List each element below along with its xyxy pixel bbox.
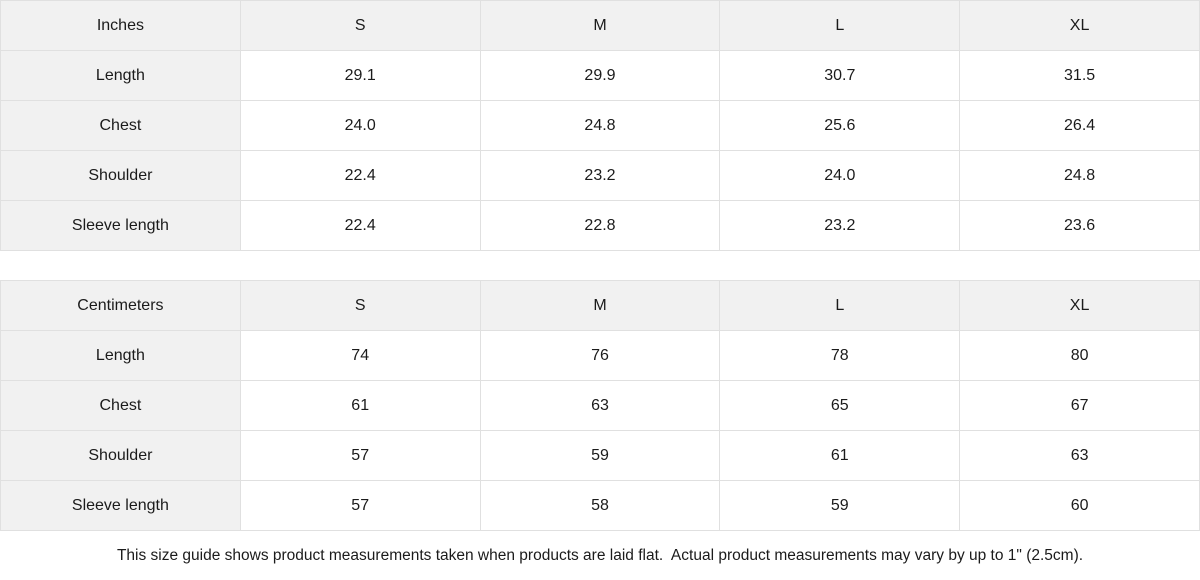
size-header-cell-xl: XL	[960, 1, 1200, 51]
measurement-value-cell: 24.8	[960, 151, 1200, 201]
measurement-value-cell: 23.2	[480, 151, 721, 201]
measurement-value-cell: 76	[480, 331, 721, 381]
size-header-cell-s: S	[240, 1, 481, 51]
measurement-value-cell: 65	[720, 381, 961, 431]
measurement-label-cell: Chest	[1, 381, 241, 431]
measurement-label-cell: Length	[1, 51, 241, 101]
size-header-cell-m: M	[480, 1, 721, 51]
measurement-value-cell: 22.4	[240, 201, 481, 251]
measurement-value-cell: 58	[480, 481, 721, 531]
measurement-value-cell: 61	[720, 431, 961, 481]
unit-label-cell: Inches	[1, 1, 241, 51]
size-header-cell-s: S	[240, 281, 481, 331]
measurement-value-cell: 23.2	[720, 201, 961, 251]
measurement-label-cell: Sleeve length	[1, 481, 241, 531]
size-header-cell-m: M	[480, 281, 721, 331]
measurement-label-cell: Sleeve length	[1, 201, 241, 251]
measurement-label-cell: Chest	[1, 101, 241, 151]
size-guide-disclaimer: This size guide shows product measuremen…	[0, 531, 1200, 580]
measurement-value-cell: 63	[960, 431, 1200, 481]
measurement-value-cell: 80	[960, 331, 1200, 381]
measurement-value-cell: 22.8	[480, 201, 721, 251]
measurement-value-cell: 29.1	[240, 51, 481, 101]
measurement-label-cell: Length	[1, 331, 241, 381]
measurement-value-cell: 24.8	[480, 101, 721, 151]
measurement-value-cell: 24.0	[720, 151, 961, 201]
size-header-cell-xl: XL	[960, 281, 1200, 331]
measurement-value-cell: 57	[240, 481, 481, 531]
measurement-value-cell: 59	[480, 431, 721, 481]
measurement-value-cell: 74	[240, 331, 481, 381]
measurement-label-cell: Shoulder	[1, 151, 241, 201]
table-gap	[0, 251, 1200, 280]
measurement-label-cell: Shoulder	[1, 431, 241, 481]
measurement-value-cell: 24.0	[240, 101, 481, 151]
measurement-value-cell: 59	[720, 481, 961, 531]
measurement-value-cell: 26.4	[960, 101, 1200, 151]
size-table-centimeters: Centimeters S M L XL Length 74 76 78 80 …	[0, 280, 1200, 531]
measurement-value-cell: 63	[480, 381, 721, 431]
size-header-cell-l: L	[720, 281, 961, 331]
measurement-value-cell: 31.5	[960, 51, 1200, 101]
measurement-value-cell: 67	[960, 381, 1200, 431]
size-header-cell-l: L	[720, 1, 961, 51]
measurement-value-cell: 61	[240, 381, 481, 431]
measurement-value-cell: 23.6	[960, 201, 1200, 251]
measurement-value-cell: 22.4	[240, 151, 481, 201]
size-table-inches: Inches S M L XL Length 29.1 29.9 30.7 31…	[0, 0, 1200, 251]
measurement-value-cell: 25.6	[720, 101, 961, 151]
measurement-value-cell: 29.9	[480, 51, 721, 101]
measurement-value-cell: 57	[240, 431, 481, 481]
unit-label-cell: Centimeters	[1, 281, 241, 331]
measurement-value-cell: 30.7	[720, 51, 961, 101]
measurement-value-cell: 60	[960, 481, 1200, 531]
measurement-value-cell: 78	[720, 331, 961, 381]
